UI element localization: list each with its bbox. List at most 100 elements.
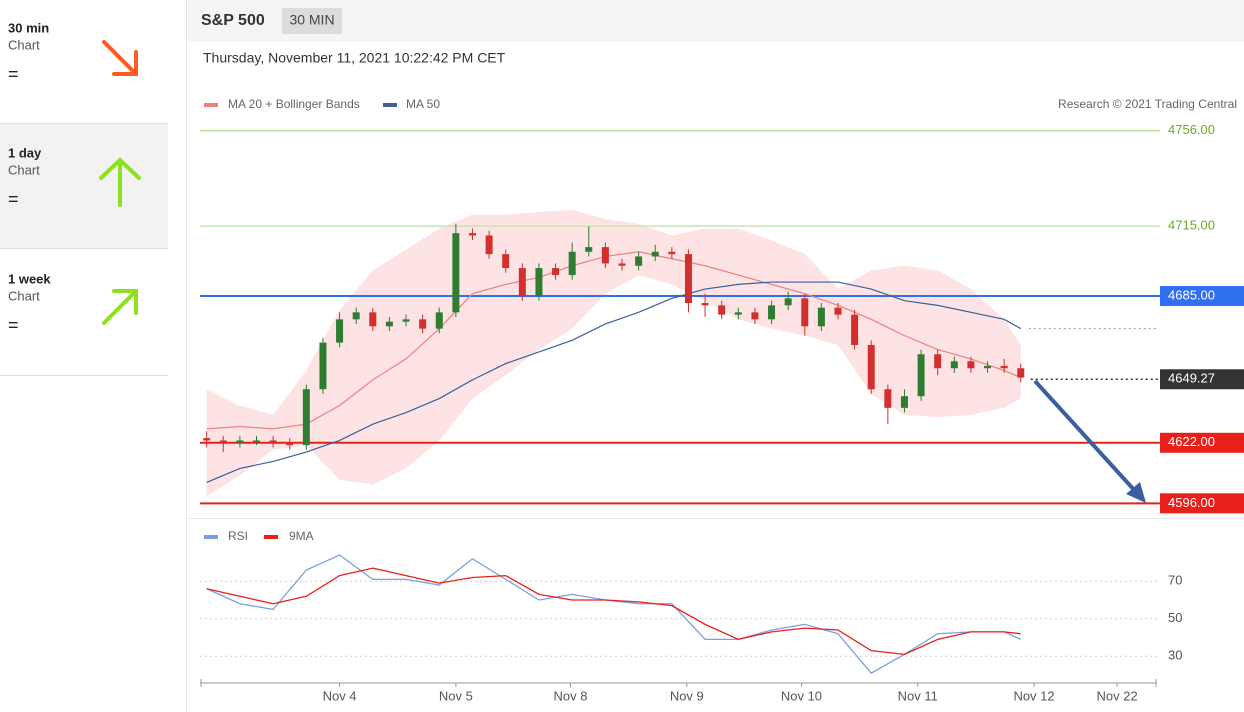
bollinger-band [206,209,1021,497]
candle-body [867,344,875,390]
candle-body [369,312,377,327]
forecast-arrow [1033,379,1146,503]
candle-body [967,361,975,369]
level-box [1160,493,1244,514]
candle-body [203,438,211,441]
ma50-line [206,281,1022,483]
x-tick-label: Nov 5 [439,688,473,703]
datetime: Thursday, November 11, 2021 10:22:42 PM … [203,50,506,66]
candle-body [701,303,709,306]
header [188,0,1244,42]
x-tick-label: Nov 4 [323,688,357,703]
level-box [1160,369,1244,390]
level-label: 4756.00 [1168,122,1215,137]
candle-body [269,440,277,443]
rsi-line [206,567,1021,656]
candle-body [684,254,692,304]
signal: = [8,64,19,84]
arrow-up [99,157,141,207]
candle-body [585,247,593,252]
y-tick-label: 30 [1168,648,1182,663]
candle-body [784,298,792,306]
arrow-up-right [102,289,138,325]
x-tick-label: Nov 11 [898,688,938,703]
candle-body [352,312,360,320]
panel[interactable] [0,0,168,123]
x-tick-label: Nov 12 [1013,688,1054,703]
x-tick-label: Nov 22 [1097,688,1138,703]
period: 30 min [8,20,49,35]
candle-body [402,319,410,322]
candle-body [452,233,460,313]
legend-label: 9MA [289,529,314,543]
candle-body [734,312,742,315]
candle-body [934,354,942,369]
candle-body [552,268,560,276]
candle-body [884,389,892,408]
candle-body [286,442,294,446]
x-tick-label: Nov 10 [781,688,822,703]
legend-label: MA 50 [406,97,440,111]
candle-body [518,268,526,297]
label: Chart [8,37,40,52]
legend-label: MA 20 + Bollinger Bands [228,97,360,111]
candle-body [219,440,227,443]
candle-body [302,389,310,446]
y-tick-label: 70 [1168,573,1182,588]
candle-body [1000,365,1008,369]
interval-badge[interactable] [282,8,342,34]
candle-body [834,307,842,315]
candle-body [751,312,759,320]
candle-body [336,319,344,343]
candle-body [635,256,643,266]
candle-body [950,361,958,369]
level-box [1160,432,1244,453]
signal: = [8,315,19,335]
candle-body [568,251,576,276]
rsi-line [206,554,1022,674]
candle-body [768,305,776,320]
legend-label: RSI [228,529,248,543]
candle-body [651,251,659,257]
credit: Research © 2021 Trading Central [1058,97,1237,111]
candle-body [236,440,244,443]
candle-body [468,233,476,236]
candle-body [718,305,726,315]
panel[interactable] [0,249,168,375]
candle-body [618,263,626,266]
level-label: 4685.00 [1168,287,1215,302]
candle-body [485,235,493,255]
label: Chart [8,288,40,303]
arrow-down-right [102,40,138,76]
interval: 30 MIN [289,12,334,28]
ma20-line [206,251,1021,430]
y-tick-label: 50 [1168,610,1182,625]
candle-body [851,314,859,345]
candle-body [385,321,393,327]
candle-body [984,365,992,369]
candle-body [419,319,427,329]
level-label: 4649.27 [1168,371,1215,386]
candle-body [252,440,260,442]
candle-body [601,247,609,264]
candle-body [535,268,543,297]
candle-body [668,251,676,255]
candle-body [817,307,825,327]
level-box [1160,286,1244,307]
level-label: 4715.00 [1168,218,1215,233]
candle-body [801,298,809,327]
candle-body [319,342,327,390]
label: Chart [8,162,40,177]
x-tick-label: Nov 8 [554,688,588,703]
signal: = [8,189,19,209]
period: 1 week [8,271,51,286]
level-label: 4596.00 [1168,495,1215,510]
candle-body [1017,368,1025,378]
level-label: 4622.00 [1168,434,1215,449]
candle-body [435,312,443,329]
panel[interactable] [0,124,168,248]
candle-body [900,396,908,408]
symbol: S&P 500 [201,12,265,29]
candle-body [502,254,510,269]
